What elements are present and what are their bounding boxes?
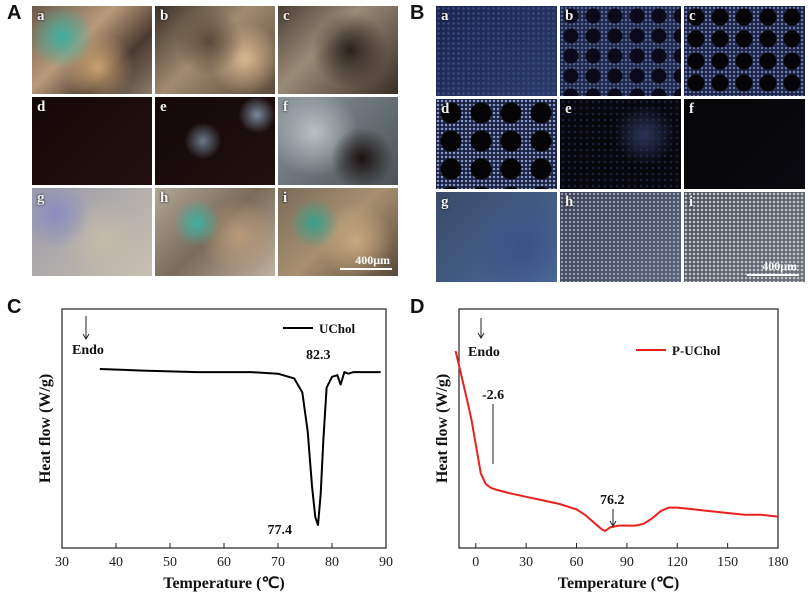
series-line-uchol bbox=[99, 368, 381, 526]
panel-a-scale-bar-label: 400μm bbox=[355, 253, 390, 267]
panel-a-cell-label: a bbox=[37, 8, 45, 24]
panel-c-dsc-chart: 30 40 50 60 70 80 90 Temperature (℃) Heat flow (… bbox=[37, 308, 393, 592]
y-axis-label: Heat flow (W/g) bbox=[37, 374, 54, 483]
panel-a-cell-label: i bbox=[283, 190, 288, 206]
x-tick-label: 120 bbox=[667, 555, 688, 570]
panel-a-cell-label: e bbox=[160, 99, 167, 115]
panel-b-cell-label: f bbox=[689, 101, 694, 117]
panel-b-scale-bar-label: 400μm bbox=[762, 259, 797, 273]
panel-b-cell-label: a bbox=[441, 8, 449, 24]
plot-frame bbox=[61, 308, 387, 549]
panel-a-cell-label: b bbox=[160, 8, 169, 24]
panel-b-letter: B bbox=[410, 2, 425, 24]
annotation-arrowhead bbox=[82, 333, 90, 340]
panel-b-cell-label: h bbox=[565, 194, 574, 210]
panel-d-letter: D bbox=[410, 296, 425, 318]
panel-b-cell-label: c bbox=[689, 8, 696, 24]
legend-label: UChol bbox=[319, 321, 356, 336]
panel-b-cell-label: e bbox=[565, 101, 572, 117]
x-tick-label: 70 bbox=[271, 555, 285, 570]
panel-a-micrograph-e: e bbox=[155, 97, 275, 185]
annotation-label: 76.2 bbox=[600, 493, 625, 508]
panel-b-micrograph-c: c bbox=[684, 6, 805, 96]
panel-b-micrograph-i: i 400μm bbox=[684, 192, 805, 282]
panel-a-micrograph-i: i 400μm bbox=[278, 188, 398, 276]
panel-b-cell-label: b bbox=[565, 8, 574, 24]
annotation-label: 77.4 bbox=[268, 523, 293, 538]
panel-b-micrograph-grid: a b c d e f g h i 400μm bbox=[436, 6, 806, 282]
annotation-label: -2.6 bbox=[482, 388, 504, 403]
panel-a-letter: A bbox=[7, 2, 22, 24]
x-axis-label: Temperature (℃) bbox=[163, 575, 285, 592]
panel-b-cell-label: i bbox=[689, 194, 694, 210]
panel-a-scale-bar bbox=[340, 268, 392, 270]
legend-label: P-UChol bbox=[672, 343, 721, 358]
panel-b-micrograph-d: d bbox=[436, 99, 557, 189]
panel-a-cell-label: g bbox=[37, 190, 45, 206]
annotation-label: 82.3 bbox=[306, 348, 331, 363]
panel-b-cell-label: g bbox=[441, 194, 449, 210]
x-tick-label: 180 bbox=[768, 555, 789, 570]
x-tick-label: 90 bbox=[379, 555, 393, 570]
x-tick-label: 60 bbox=[570, 555, 584, 570]
panel-b-micrograph-f: f bbox=[684, 99, 805, 189]
panel-d-dsc-chart: 0 30 60 90 120 150 180 Temperature (℃) Heat flow… bbox=[434, 308, 789, 592]
x-tick-label: 150 bbox=[717, 555, 738, 570]
panel-a-micrograph-d: d bbox=[32, 97, 152, 185]
x-tick-label: 90 bbox=[620, 555, 634, 570]
panel-a-cell-label: d bbox=[37, 99, 46, 115]
plot-frame bbox=[458, 308, 779, 549]
y-axis-label: Heat flow (W/g) bbox=[434, 374, 451, 483]
panel-b-cell-label: d bbox=[441, 101, 450, 117]
annotation-label: Endo bbox=[72, 343, 104, 358]
panel-b-micrograph-b: b bbox=[560, 6, 681, 96]
annotation-arrowhead bbox=[477, 332, 485, 339]
panel-b-micrograph-e: e bbox=[560, 99, 681, 189]
panel-a-micrograph-g: g bbox=[32, 188, 152, 276]
x-tick-label: 30 bbox=[519, 555, 533, 570]
panel-a-micrograph-b: b bbox=[155, 6, 275, 94]
panel-a-cell-label: f bbox=[283, 99, 288, 115]
panel-b-scale-bar bbox=[747, 274, 799, 276]
panel-b-micrograph-g: g bbox=[436, 192, 557, 282]
panel-a-cell-label: h bbox=[160, 190, 169, 206]
panel-a-cell-label: c bbox=[283, 8, 290, 24]
x-tick-label: 80 bbox=[325, 555, 339, 570]
series-line-p-uchol bbox=[454, 350, 779, 532]
x-tick-label: 0 bbox=[472, 555, 479, 570]
annotation-label: Endo bbox=[468, 345, 500, 360]
panel-a-micrograph-a: a bbox=[32, 6, 152, 94]
x-tick-label: 30 bbox=[55, 555, 69, 570]
panel-a-micrograph-h: h bbox=[155, 188, 275, 276]
x-tick-label: 40 bbox=[109, 555, 123, 570]
panel-a-micrograph-grid: a b c d e f g h i 400μm bbox=[32, 6, 402, 276]
panel-a-micrograph-f: f bbox=[278, 97, 398, 185]
x-axis-label: Temperature (℃) bbox=[558, 575, 680, 592]
panel-b-micrograph-h: h bbox=[560, 192, 681, 282]
annotation-arrowhead bbox=[609, 520, 617, 527]
panel-a-micrograph-c: c bbox=[278, 6, 398, 94]
panel-b-micrograph-a: a bbox=[436, 6, 557, 96]
x-tick-label: 50 bbox=[163, 555, 177, 570]
x-tick-label: 60 bbox=[217, 555, 231, 570]
panel-c-letter: C bbox=[7, 296, 22, 318]
